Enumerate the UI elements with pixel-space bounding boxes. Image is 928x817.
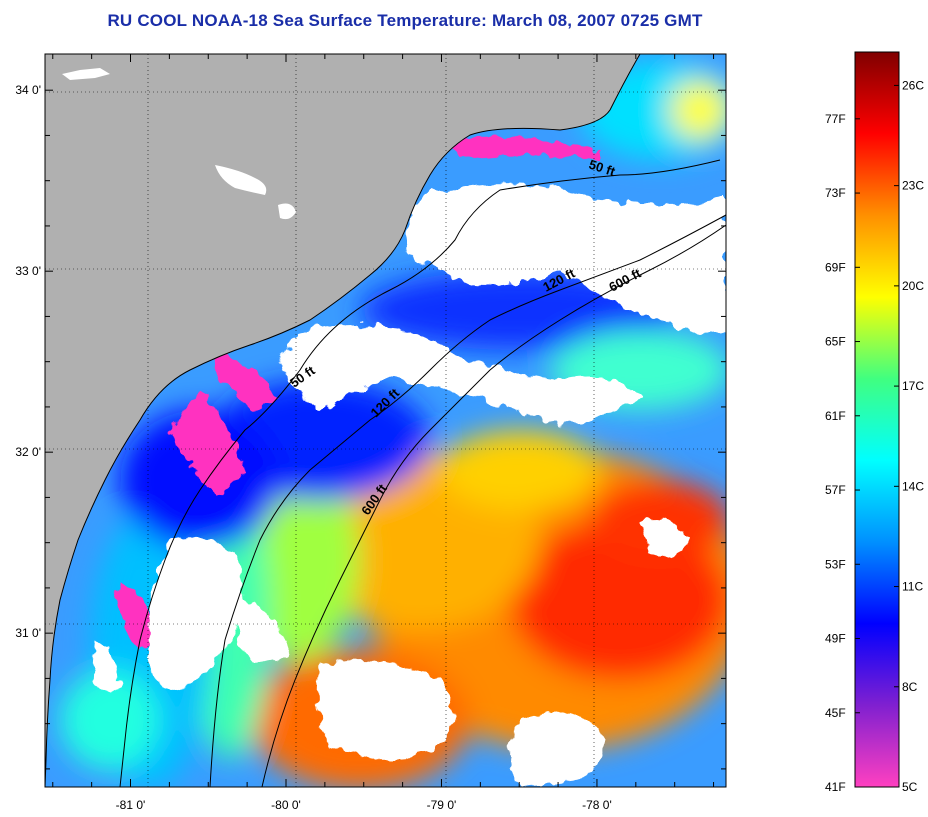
colorbar-celsius-label: 20C [902, 279, 924, 293]
colorbar: 77F 73F 69F 65F 61F 57F 53F 49F 45F 41F 26C 23C 20C 1… [825, 51, 924, 794]
mild-region [60, 670, 160, 770]
colorbar-fahrenheit-label: 77F [825, 112, 846, 126]
map-area: 50 ft 120 ft 600 ft 50 ft 120 ft 600 ft [45, 54, 726, 787]
contour-line-120ft [209, 214, 726, 787]
colorbar-fahrenheit-label: 65F [825, 335, 846, 349]
longitude-tick-label: -79 0' [427, 798, 457, 812]
colorbar-celsius-label: 14C [902, 479, 924, 493]
map-title: RU COOL NOAA-18 Sea Surface Temperature:… [107, 11, 703, 30]
colorbar-fahrenheit-label: 69F [825, 260, 846, 274]
colorbar-fahrenheit-label: 41F [825, 780, 846, 794]
warm-region [440, 430, 600, 510]
warm-region [670, 80, 726, 140]
latitude-tick-label: 31 0' [15, 626, 41, 640]
colorbar-fahrenheit-label: 45F [825, 706, 846, 720]
longitude-tick-label: -80 0' [271, 798, 301, 812]
latitude-tick-label: 34 0' [15, 83, 41, 97]
axis-tick-labels: -81 0' -80 0' -79 0' -78 0' 34 0' 33 0' 32 0' 3… [15, 83, 611, 812]
colorbar-fahrenheit-label: 49F [825, 632, 846, 646]
colorbar-fahrenheit-label: 73F [825, 186, 846, 200]
cloud-cover [92, 183, 726, 787]
axis-ticks [45, 54, 726, 787]
bathymetry-contours [119, 159, 726, 787]
colorbar-fahrenheit-label: 57F [825, 483, 846, 497]
colorbar-celsius-label: 5C [902, 780, 918, 794]
hot-region [510, 520, 726, 680]
colorbar-fahrenheit-label: 53F [825, 557, 846, 571]
cold-region [120, 410, 280, 550]
sst-field [60, 60, 726, 787]
land-mass [45, 54, 640, 787]
latitude-tick-label: 32 0' [15, 445, 41, 459]
colorbar-celsius-label: 8C [902, 680, 918, 694]
contour-line-50ft [119, 159, 721, 787]
longitude-tick-label: -81 0' [116, 798, 146, 812]
latitude-tick-label: 33 0' [15, 264, 41, 278]
colorbar-ticks [855, 84, 899, 788]
contour-line-600ft [261, 224, 726, 787]
colorbar-scale [854, 51, 900, 788]
colorbar-celsius-label: 26C [902, 78, 924, 92]
colorbar-celsius-label: 17C [902, 379, 924, 393]
colorbar-fahrenheit-label: 61F [825, 409, 846, 423]
cold-nearshore [115, 136, 600, 650]
map-frame [44, 53, 727, 788]
colorbar-celsius-label: 23C [902, 179, 924, 193]
colorbar-labels: 77F 73F 69F 65F 61F 57F 53F 49F 45F 41F 26C 23C 20C 1… [825, 78, 924, 794]
graticule [45, 54, 726, 787]
longitude-tick-label: -78 0' [582, 798, 612, 812]
land-cloud-patches [62, 68, 296, 220]
coastline [45, 54, 641, 787]
colorbar-celsius-label: 11C [902, 580, 923, 594]
